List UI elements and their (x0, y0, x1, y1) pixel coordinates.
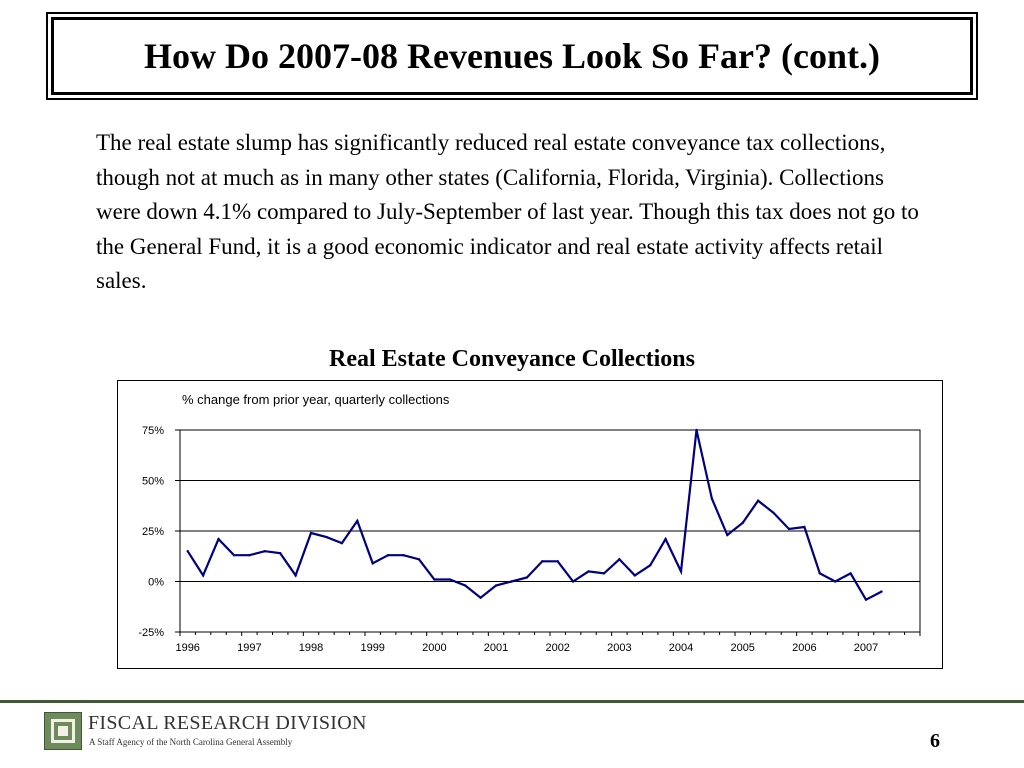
y-tick-label: -25% (138, 627, 164, 639)
data-point (541, 560, 544, 563)
data-point (571, 580, 575, 583)
page-number: 6 (930, 730, 940, 752)
org-name: FISCAL RESEARCH DIVISION (88, 712, 367, 734)
data-point (417, 558, 421, 561)
data-point (633, 574, 636, 577)
data-point (248, 554, 251, 557)
data-point (787, 527, 791, 531)
data-point (618, 558, 621, 561)
data-point (772, 511, 775, 515)
data-point (402, 554, 405, 557)
data-point (726, 533, 729, 537)
y-tick-label: 25% (142, 526, 164, 538)
data-point (448, 578, 451, 581)
data-point (880, 590, 883, 593)
data-point (587, 570, 590, 573)
data-point (356, 519, 359, 523)
title-inner-border: How Do 2007-08 Revenues Look So Far? (co… (51, 17, 973, 95)
x-tick-label: 1998 (299, 642, 323, 654)
data-point (756, 499, 760, 502)
data-point (849, 572, 852, 575)
x-tick-label: 2000 (422, 642, 446, 654)
data-point (186, 550, 189, 553)
chart-title: Real Estate Conveyance Collections (329, 346, 695, 372)
x-tick-label: 2005 (730, 642, 754, 654)
data-point (649, 564, 652, 567)
y-tick-label: 0% (148, 577, 164, 589)
data-point (479, 596, 482, 599)
data-point (340, 541, 344, 545)
data-point (217, 537, 220, 541)
x-tick-label: 2004 (669, 642, 693, 654)
fiscal-research-logo-icon (44, 712, 82, 750)
data-point (679, 570, 683, 573)
data-point (525, 576, 529, 579)
data-point (371, 562, 374, 565)
series-line (186, 429, 883, 602)
y-tick-label: 50% (142, 476, 164, 488)
data-point (325, 535, 328, 539)
data-point (294, 574, 297, 577)
body-paragraph: The real estate slump has significantly … (96, 130, 919, 293)
data-point (433, 578, 436, 581)
x-tick-label: 2007 (854, 642, 878, 654)
data-point (201, 574, 205, 577)
footer-divider (0, 700, 1024, 703)
data-point (803, 525, 806, 529)
x-tick-label: 1999 (360, 642, 384, 654)
data-point (834, 580, 837, 583)
data-point (602, 572, 606, 575)
chart-subtitle: % change from prior year, quarterly coll… (182, 392, 450, 407)
data-point (864, 598, 868, 601)
data-point (741, 521, 744, 525)
data-point (263, 550, 266, 553)
title-frame: How Do 2007-08 Revenues Look So Far? (co… (46, 12, 978, 100)
data-point (695, 428, 698, 432)
data-point (510, 580, 513, 583)
data-point (818, 572, 821, 575)
x-tick-label: 2002 (545, 642, 569, 654)
x-tick-label: 2003 (607, 642, 631, 654)
x-tick-label: 1996 (175, 642, 199, 654)
data-point (710, 497, 714, 500)
data-point (464, 584, 467, 587)
y-tick-label: 75% (142, 425, 164, 437)
x-tick-label: 1997 (237, 642, 261, 654)
x-tick-label: 2006 (792, 642, 816, 654)
data-point (664, 537, 667, 541)
data-point (386, 554, 390, 557)
data-point (279, 552, 282, 555)
data-point (309, 531, 313, 535)
data-point (494, 584, 498, 587)
x-tick-label: 2001 (484, 642, 508, 654)
line-chart: % change from prior year, quarterly coll… (138, 392, 921, 654)
chart-frame: % change from prior year, quarterly coll… (117, 380, 943, 669)
slide-title: How Do 2007-08 Revenues Look So Far? (co… (144, 36, 880, 76)
data-point (556, 560, 559, 563)
org-tagline: A Staff Agency of the North Carolina Gen… (89, 737, 293, 747)
data-point (232, 554, 236, 557)
